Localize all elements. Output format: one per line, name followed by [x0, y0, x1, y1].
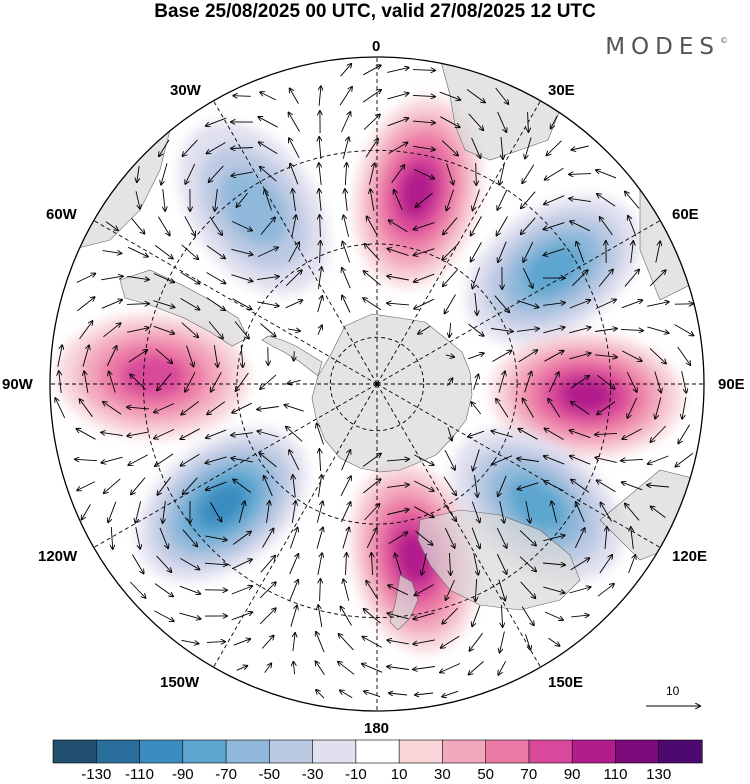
reference-vector: 10: [644, 684, 704, 714]
lon-label-30e: 30E: [548, 82, 575, 99]
colorbar-tick-label: 70: [521, 766, 538, 783]
colorbar-swatch: [486, 740, 530, 763]
colorbar-swatch: [399, 740, 443, 763]
lon-label-150w: 150W: [160, 674, 199, 691]
colorbar-tick-label: 130: [646, 766, 671, 783]
colorbar-swatch: [269, 740, 313, 763]
colorbar-swatch: [96, 740, 140, 763]
colorbar-swatch: [615, 740, 659, 763]
lon-label-120e: 120E: [672, 548, 707, 565]
lon-label-180: 180: [364, 720, 389, 737]
colorbar-swatch: [313, 740, 357, 763]
colorbar-swatch: [226, 740, 270, 763]
colorbar-tick-label: -130: [81, 766, 111, 783]
colorbar-swatch: [140, 740, 184, 763]
colorbar-tick-label: -90: [172, 766, 194, 783]
colorbar-swatch: [356, 740, 400, 763]
colorbar-swatch: [529, 740, 573, 763]
wind-arrow: [294, 351, 295, 361]
colorbar-swatch: [183, 740, 227, 763]
wind-arrow: [476, 163, 477, 185]
lon-label-120w: 120W: [38, 548, 77, 565]
colorbar-tick-label: -30: [302, 766, 324, 783]
lon-label-60e: 60E: [672, 206, 699, 223]
colorbar-swatch: [442, 740, 486, 763]
colorbar-swatch: [659, 740, 703, 763]
colorbar-tick-label: 110: [604, 766, 628, 783]
colorbar-tick-label: -110: [125, 766, 154, 783]
colorbar-swatch: [53, 740, 97, 763]
lon-label-150e: 150E: [548, 674, 583, 691]
colorbar-tick-label: 50: [477, 766, 494, 783]
lon-label-60w: 60W: [46, 206, 77, 223]
lon-label-0: 0: [372, 38, 380, 55]
colorbar-tick-label: -70: [215, 766, 237, 783]
colorbar-tick-label: -50: [258, 766, 280, 783]
colorbar-labels: -130 -110 -90 -70 -50 -30 -10 10 30 50 70 90 110 130: [0, 766, 750, 784]
colorbar-swatch: [572, 740, 616, 763]
lon-label-90w: 90W: [2, 376, 33, 393]
wind-arrow: [233, 96, 251, 97]
colorbar-tick-label: 30: [434, 766, 451, 783]
lon-label-90e: 90E: [718, 376, 745, 393]
colorbar-tick-label: -10: [345, 766, 367, 783]
colorbar: [53, 740, 702, 763]
colorbar-tick-label: 90: [564, 766, 581, 783]
lon-label-30w: 30W: [170, 82, 201, 99]
colorbar-tick-label: 10: [391, 766, 408, 783]
